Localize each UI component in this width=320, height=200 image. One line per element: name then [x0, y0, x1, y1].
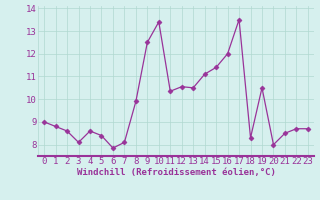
- X-axis label: Windchill (Refroidissement éolien,°C): Windchill (Refroidissement éolien,°C): [76, 168, 276, 177]
